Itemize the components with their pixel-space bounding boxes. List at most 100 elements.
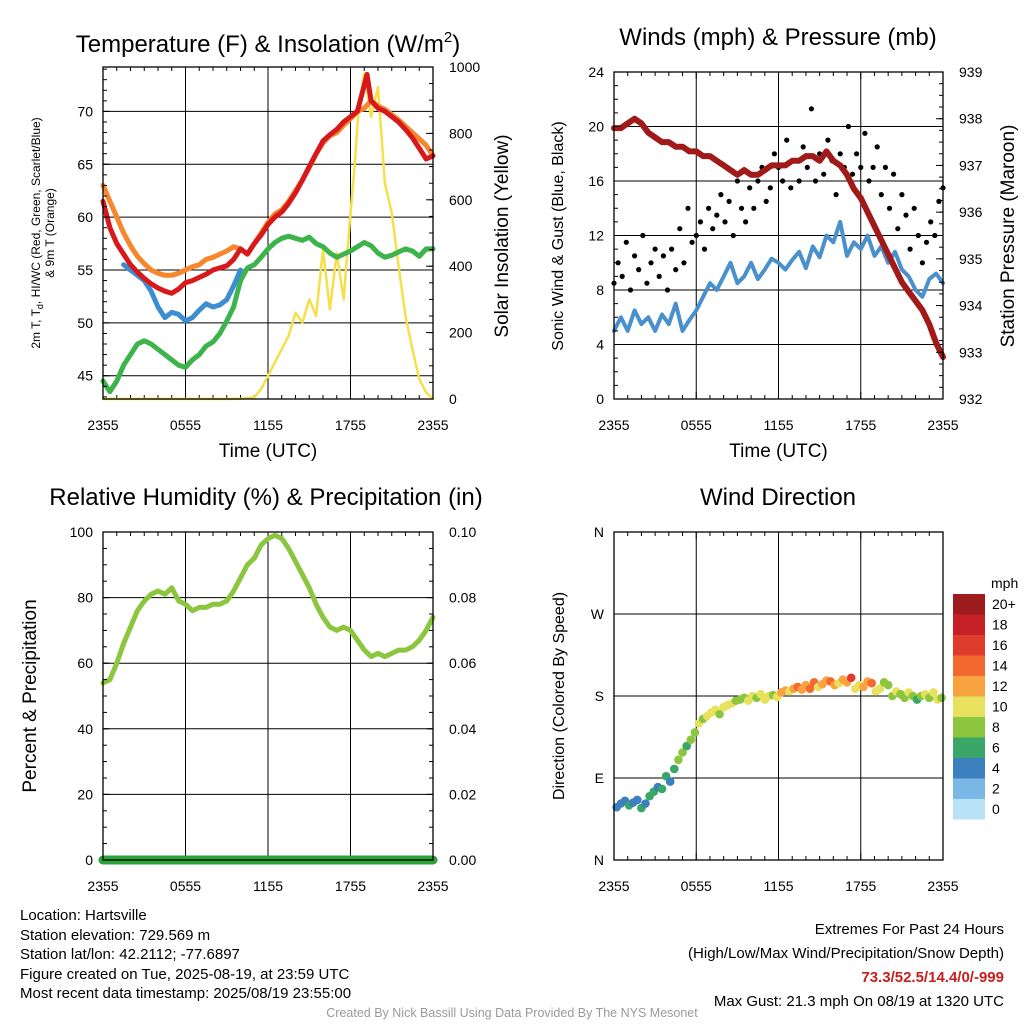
- wind-gust-point: [664, 287, 671, 293]
- wind-gust-point: [895, 226, 901, 232]
- wind-gust-point: [673, 267, 679, 273]
- wind-direction-point: [937, 693, 946, 703]
- wind-gust-point: [866, 178, 872, 184]
- y-tick-label: 20: [588, 119, 604, 135]
- legend-label: 0: [992, 801, 1000, 817]
- wind-gust-point: [689, 239, 695, 245]
- y-axis-label: Sonic Wind & Gust (Blue, Black): [550, 121, 567, 350]
- wind-gust-point: [697, 219, 704, 225]
- wind-gust-point: [726, 198, 732, 204]
- y-tick-label: 100: [70, 524, 94, 540]
- wind-direction-point: [929, 688, 938, 697]
- wind-gust-point: [615, 260, 621, 266]
- x-tick-label: 1155: [253, 878, 283, 894]
- wind-gust-point: [644, 280, 650, 286]
- extremes-subtitle: (High/Low/Max Wind/Precipitation/Snow De…: [688, 945, 1004, 962]
- wind-gust-point: [932, 232, 938, 239]
- wind-direction-point: [633, 795, 642, 805]
- y-right-axis-label: Solar Insolation (Yellow): [492, 134, 513, 337]
- created-text: Figure created on Tue, 2025-08-19, at 23…: [20, 965, 350, 983]
- y-tick-label: 0: [596, 391, 604, 407]
- wind-gust-point: [878, 192, 884, 198]
- pressure-line: [611, 115, 946, 360]
- wind-gust-point: [681, 260, 687, 266]
- x-tick-label: 1155: [763, 417, 793, 433]
- wind-gust-point: [821, 171, 827, 177]
- wind-direction-point: [641, 799, 650, 808]
- y-tick-label: 24: [588, 64, 604, 80]
- wind-gust-point: [677, 226, 683, 232]
- wind-gust-point: [718, 192, 724, 198]
- wind-gust-point: [915, 232, 921, 239]
- x-tick-label: 1755: [335, 878, 366, 894]
- legend-label: 10: [992, 699, 1008, 715]
- wind-direction-point: [715, 709, 724, 719]
- wind-gust-point: [734, 178, 741, 184]
- y-tick-label: 55: [77, 262, 93, 278]
- wind-gust-point: [648, 260, 654, 266]
- y-tick-label: 12: [588, 228, 604, 244]
- x-tick-label: 1755: [335, 417, 366, 433]
- wind-gust-point: [763, 198, 769, 204]
- wind-gust-point: [755, 178, 761, 184]
- wind-gust-point: [862, 130, 868, 136]
- wind-gust-point: [928, 219, 934, 225]
- wind-gust-point: [619, 273, 625, 279]
- y-right-tick-label: 939: [959, 64, 983, 80]
- wind-speed-line: [612, 219, 945, 333]
- wind-gust-point: [903, 212, 909, 218]
- y-right-tick-label: 400: [449, 258, 473, 274]
- wind-gust-point: [656, 273, 662, 279]
- x-tick-label: 2355: [598, 417, 629, 433]
- x-tick-label: 0555: [170, 878, 201, 894]
- x-tick-label: 0555: [681, 878, 712, 894]
- wind-gust-point: [738, 205, 745, 211]
- legend-swatch: [953, 655, 985, 676]
- legend-swatch: [953, 778, 985, 799]
- wind-gust-point: [849, 171, 856, 177]
- wind-gust-point: [870, 164, 876, 170]
- legend-swatch: [953, 737, 985, 758]
- legend-label: 8: [992, 719, 1000, 735]
- y-tick-label: 40: [77, 721, 93, 737]
- wind-gust-point: [693, 232, 699, 239]
- y-tick-label: 50: [77, 315, 93, 331]
- y-right-tick-label: 934: [959, 298, 983, 314]
- y-tick-label: W: [591, 606, 605, 622]
- legend-label: 16: [992, 637, 1008, 653]
- x-axis-label: Time (UTC): [219, 441, 318, 462]
- wind-gust-point: [660, 253, 667, 259]
- wind-gust-point: [751, 205, 757, 211]
- wind-gust-point: [858, 164, 864, 170]
- wind-gust-point: [874, 144, 880, 150]
- y-tick-label: 65: [77, 156, 93, 172]
- legend-swatch: [953, 758, 985, 779]
- y-axis-label: Direction (Colored By Speed): [551, 592, 568, 800]
- y-tick-label: 70: [77, 103, 93, 119]
- y-tick-label: N: [594, 852, 604, 868]
- rh-panel: 2355 0555 1155 1755 2355 0 20 40 60 80 100 0.00 0.02…: [20, 484, 483, 894]
- direction-panel: 2355 0555 1155 1755 2355 N E S W N Wind Direction D…: [551, 484, 1018, 894]
- x-tick-label: 2355: [927, 417, 958, 433]
- wind-gust-point: [701, 246, 708, 252]
- y-right-tick-label: 0.02: [449, 786, 476, 802]
- y-right-tick-label: 200: [449, 325, 473, 341]
- wind-gust-point: [886, 205, 893, 211]
- chart-title: Wind Direction: [700, 484, 856, 511]
- wind-direction-point: [682, 741, 691, 751]
- y-right-tick-label: 0.00: [449, 852, 476, 868]
- wind-gust-point: [845, 123, 852, 130]
- wind-direction-point: [690, 728, 700, 737]
- wind-gust-point: [825, 137, 831, 143]
- y-right-tick-label: 0: [449, 391, 457, 407]
- wind-gust-point: [788, 185, 794, 191]
- y-tick-label: 4: [596, 337, 604, 353]
- legend-swatch: [953, 676, 985, 697]
- wind-direction-point: [846, 673, 856, 683]
- chart-title: Winds (mph) & Pressure (mb): [619, 24, 936, 51]
- y-axis-label-line2: & 9m T (Orange): [43, 188, 57, 278]
- wind-direction-point: [670, 764, 679, 774]
- wind-gust-point: [636, 267, 642, 273]
- y-tick-label: 8: [596, 282, 604, 298]
